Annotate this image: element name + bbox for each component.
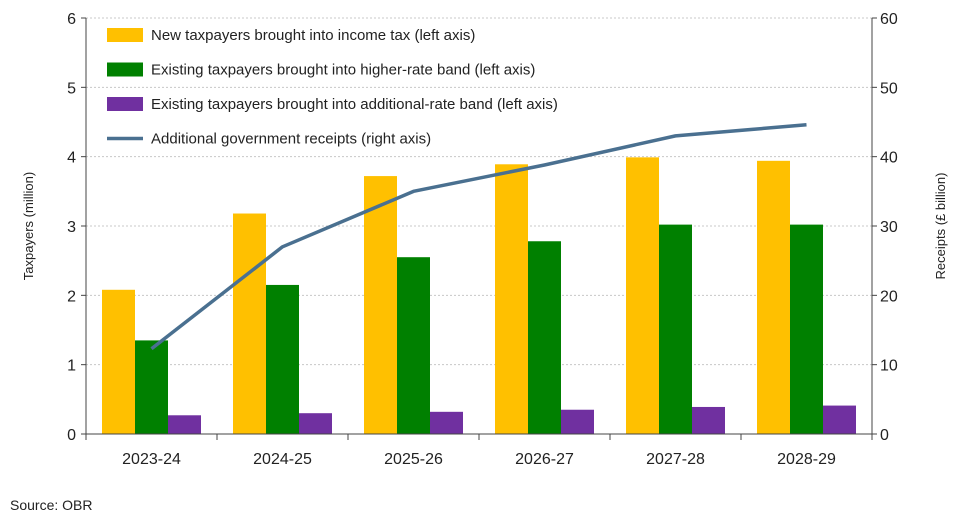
bars [102,157,856,435]
bar-2-2027-28 [659,224,692,434]
legend-swatch-2 [107,62,143,77]
legend-label-3: Existing taxpayers brought into addition… [151,96,558,113]
right-tick-label: 20 [880,288,898,305]
legend: New taxpayers brought into income tax (l… [107,27,558,148]
category-label: 2023-24 [122,451,181,468]
left-axis-ticks: 0 1 2 3 4 5 6 [67,11,76,444]
bar-1-2023-24 [102,289,135,434]
left-tick-label: 0 [67,427,76,444]
left-tick-label: 4 [67,150,76,167]
bar-3-2026-27 [561,409,594,434]
legend-label-2: Existing taxpayers brought into higher-r… [151,62,535,79]
bar-1-2024-25 [233,213,266,434]
legend-label-1: New taxpayers brought into income tax (l… [151,27,475,44]
left-axis-title: Taxpayers (million) [21,172,36,280]
category-label: 2028-29 [777,451,836,468]
bar-3-2024-25 [299,413,332,434]
right-axis-ticks: 0 10 20 30 40 50 60 [880,11,898,444]
right-tick-label: 50 [880,80,898,97]
bar-3-2023-24 [168,415,201,434]
bar-1-2025-26 [364,176,397,434]
right-tick-label: 30 [880,219,898,236]
right-tick-label: 10 [880,358,898,375]
left-tick-label: 6 [67,11,76,28]
category-label: 2026-27 [515,451,574,468]
bar-3-2027-28 [692,406,725,434]
bar-2-2026-27 [528,241,561,434]
bar-3-2025-26 [430,411,463,434]
right-tick-label: 60 [880,11,898,28]
receipts-line [150,123,807,351]
left-tick-label: 1 [67,358,76,375]
category-labels: 2023-24 2024-25 2025-26 2026-27 2027-28 2028-… [122,451,836,468]
left-tick-label: 5 [67,80,76,97]
bar-2-2025-26 [397,257,430,434]
bar-1-2027-28 [626,157,659,435]
bar-2-2023-24 [135,340,168,434]
source-note: Source: OBR [10,497,93,513]
axes [81,17,877,440]
legend-label-4: Additional government receipts (right ax… [151,131,431,148]
bar-1-2028-29 [757,160,790,434]
legend-swatch-3 [107,97,143,111]
bar-3-2028-29 [823,405,856,434]
chart: 0 1 2 3 4 5 6 0 10 20 30 40 50 60 2023-24 2024-25 2025… [21,11,948,468]
left-tick-label: 2 [67,288,76,305]
right-tick-label: 0 [880,427,889,444]
bar-1-2026-27 [495,164,528,434]
gridlines [86,17,872,366]
right-tick-label: 40 [880,150,898,167]
receipts-line-group [150,123,807,351]
legend-swatch-1 [107,28,143,42]
bar-2-2024-25 [266,284,299,434]
right-axis-title: Receipts (£ billion) [933,173,948,280]
category-label: 2027-28 [646,451,705,468]
category-label: 2025-26 [384,451,443,468]
left-tick-label: 3 [67,219,76,236]
bar-2-2028-29 [790,224,823,434]
category-label: 2024-25 [253,451,312,468]
